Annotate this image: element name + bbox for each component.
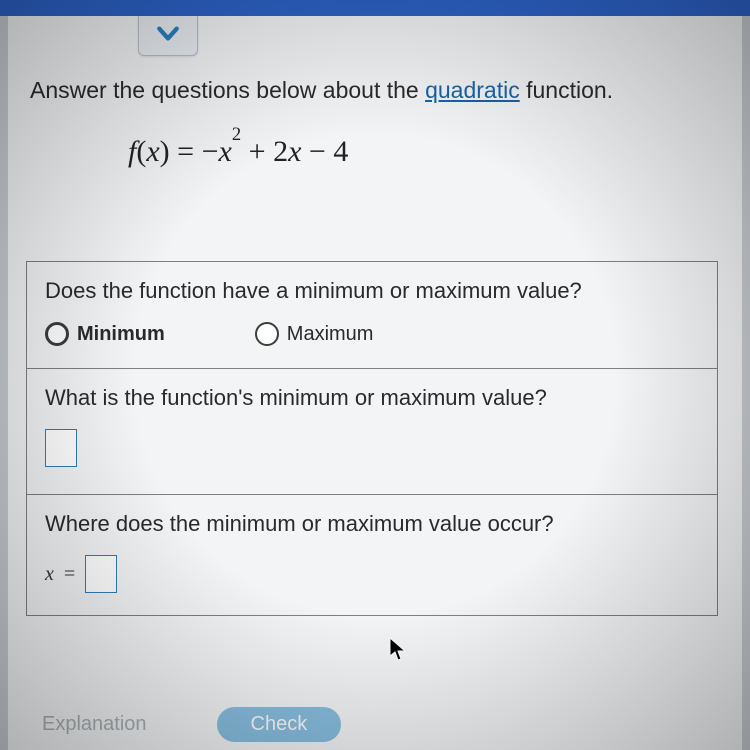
dropdown-tab[interactable] — [138, 16, 198, 56]
chevron-down-icon — [155, 20, 181, 51]
cursor-arrow-icon — [388, 636, 408, 667]
radio-minimum[interactable]: Minimum — [45, 322, 165, 346]
question-prompt: Answer the questions below about the qua… — [30, 74, 720, 106]
check-button[interactable]: Check — [217, 707, 342, 742]
question2-cell: What is the function's minimum or maximu… — [27, 369, 717, 495]
prompt-text-before: Answer the questions below about the — [30, 77, 425, 103]
equation-display: f(x) = −x2 + 2x − 4 — [128, 134, 348, 169]
radio-icon — [45, 322, 69, 346]
quadratic-link[interactable]: quadratic — [425, 77, 520, 103]
radio-maximum[interactable]: Maximum — [255, 322, 374, 346]
question2-text: What is the function's minimum or maximu… — [45, 385, 699, 411]
question1-cell: Does the function have a minimum or maxi… — [27, 262, 717, 369]
top-blue-bar — [0, 0, 750, 16]
prompt-text-after: function. — [520, 77, 613, 103]
explanation-button[interactable]: Explanation — [32, 707, 157, 742]
radio-group-minmax: Minimum Maximum — [45, 322, 699, 346]
x-variable-label: x — [45, 563, 54, 586]
question1-text: Does the function have a minimum or maxi… — [45, 278, 699, 304]
equals-sign: = — [64, 563, 75, 586]
question3-text: Where does the minimum or maximum value … — [45, 511, 699, 537]
radio-icon — [255, 322, 279, 346]
radio-minimum-label: Minimum — [77, 323, 165, 346]
answer-table: Does the function have a minimum or maxi… — [26, 261, 718, 616]
content-panel: Answer the questions below about the qua… — [8, 16, 742, 750]
value-input[interactable] — [45, 429, 77, 467]
radio-maximum-label: Maximum — [287, 323, 374, 346]
question3-cell: Where does the minimum or maximum value … — [27, 495, 717, 615]
bottom-button-row: Explanation Check — [32, 707, 341, 742]
x-value-input[interactable] — [85, 555, 117, 593]
